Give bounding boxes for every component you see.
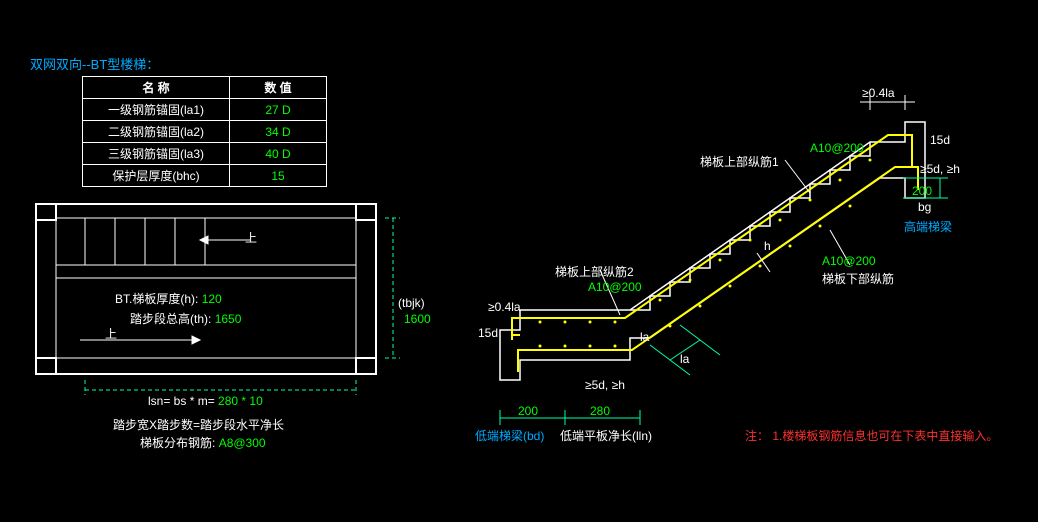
step-height-value: 1650 bbox=[215, 312, 242, 326]
low-beam-label: 低端梯梁(bd) bbox=[475, 427, 544, 444]
rebar-dist-row: 梯板分布钢筋: A8@300 bbox=[140, 434, 266, 451]
tbjk-label: (tbjk) bbox=[398, 296, 425, 310]
bg-dim: 200 bbox=[912, 184, 932, 198]
hook-15d-2: 15d bbox=[478, 326, 498, 340]
lsn-label: lsn= bs * m= bbox=[148, 394, 215, 408]
top-dim: ≥0.4la bbox=[862, 86, 895, 100]
bottom-rebar-spec: A10@200 bbox=[822, 254, 876, 268]
lsn-value: 280 * 10 bbox=[218, 394, 263, 408]
rebar-dist-value: A8@300 bbox=[219, 436, 266, 450]
mid-h: h bbox=[764, 239, 771, 253]
formula-label: 踏步宽X踏步数=踏步段水平净长 bbox=[113, 416, 284, 433]
down-marker: 上 bbox=[105, 325, 117, 342]
step-height-label: 踏步段总高(th): bbox=[130, 312, 211, 326]
lln-label: 低端平板净长(lln) bbox=[560, 427, 652, 444]
hook-15d-1: 15d bbox=[930, 133, 950, 147]
up-marker: 上 bbox=[245, 229, 257, 246]
tbjk-value: 1600 bbox=[404, 312, 431, 326]
lsn-row: lsn= bs * m= 280 * 10 bbox=[148, 394, 263, 408]
top-rebar2-label: 梯板上部纵筋2 bbox=[555, 263, 634, 280]
hook-5d-h-2: ≥5d, ≥h bbox=[585, 378, 625, 392]
hook-5d-h-1: ≥5d, ≥h bbox=[920, 162, 960, 176]
step-height-row: 踏步段总高(th): 1650 bbox=[130, 310, 241, 327]
bottom-rebar-label: 梯板下部纵筋 bbox=[822, 270, 894, 287]
la-label-2: la bbox=[640, 330, 649, 344]
left-dim: ≥0.4la bbox=[488, 300, 521, 314]
bg-label: bg bbox=[918, 200, 931, 214]
la-label: la bbox=[680, 352, 689, 366]
note-text: 注： 1.楼梯板钢筋信息也可在下表中直接输入。 bbox=[745, 427, 998, 444]
bd-dim: 200 bbox=[518, 404, 538, 418]
top-rebar-spec: A10@200 bbox=[810, 141, 864, 155]
thickness-value: 120 bbox=[202, 292, 222, 306]
mid-rebar-spec: A10@200 bbox=[588, 280, 642, 294]
top-rebar-label: 梯板上部纵筋1 bbox=[700, 153, 779, 170]
rebar-dist-label: 梯板分布钢筋: bbox=[140, 436, 215, 450]
high-beam-label: 高端梯梁 bbox=[904, 218, 952, 235]
thickness-row: BT.梯板厚度(h): 120 bbox=[115, 290, 222, 307]
thickness-label: BT.梯板厚度(h): bbox=[115, 292, 198, 306]
lln-dim: 280 bbox=[590, 404, 610, 418]
